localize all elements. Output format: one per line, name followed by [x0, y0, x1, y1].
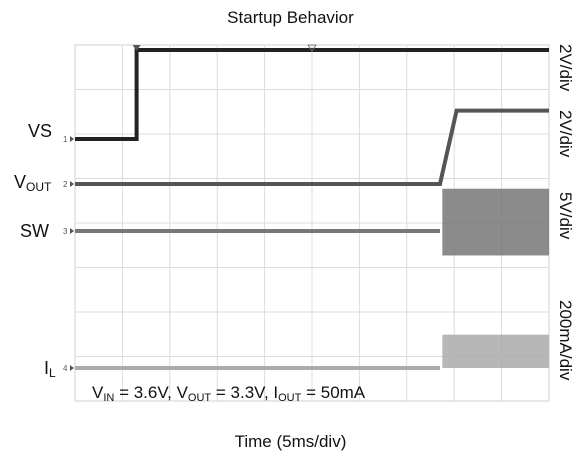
channel-label-sw: SW	[20, 221, 49, 241]
markers: 1 2 3 4	[63, 44, 317, 373]
scale-label-ch4: 200mA/div	[556, 300, 575, 381]
chart-title: Startup Behavior	[227, 8, 354, 27]
traces	[75, 48, 549, 370]
channel-label-vout: VOUT	[14, 172, 52, 194]
channel-label-il: IL	[44, 358, 56, 380]
x-axis-label: Time (5ms/div)	[234, 432, 347, 451]
trigger-marker-icon	[132, 45, 141, 51]
center-marker-icon	[307, 44, 317, 52]
channel-arrow-icon	[70, 181, 74, 187]
trace-vout	[75, 108, 549, 186]
channel-arrow-icon	[70, 136, 74, 142]
scale-label-ch1: 2V/div	[556, 44, 575, 92]
channel-marker-sw: 3	[63, 227, 68, 236]
channel-arrow-icon	[70, 365, 74, 371]
test-conditions: VIN = 3.6V, VOUT = 3.3V, IOUT = 50mA	[92, 383, 366, 404]
scale-label-ch2: 2V/div	[556, 110, 575, 158]
scale-label-ch3: 5V/div	[556, 192, 575, 240]
trace-vs	[75, 48, 549, 141]
channel-label-vs: VS	[28, 121, 53, 141]
switching-band-il	[442, 334, 549, 368]
channel-arrow-icon	[70, 228, 74, 234]
channel-marker-vs: 1	[63, 135, 68, 144]
channel-marker-il: 4	[63, 364, 68, 373]
channel-marker-vout: 2	[63, 180, 68, 189]
switching-band-sw	[442, 188, 549, 256]
